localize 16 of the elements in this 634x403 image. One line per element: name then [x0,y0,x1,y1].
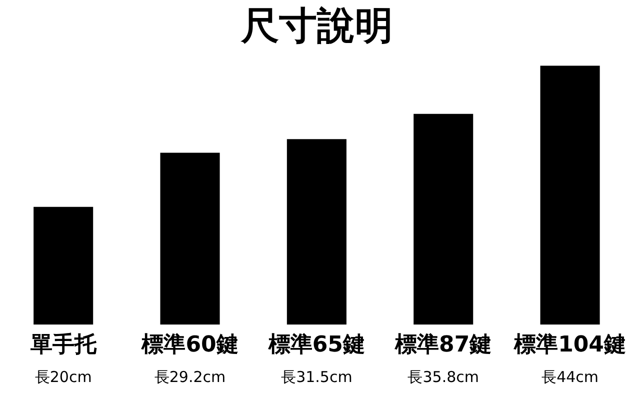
bar [414,114,474,325]
x-tick-label: 標準87鍵 [394,332,492,358]
x-tick-label: 標準60鍵 [140,332,238,358]
bar [540,66,600,325]
x-tick-label: 單手托 [29,332,98,358]
data-label: 長35.8cm [408,368,479,386]
bar [34,206,94,325]
bar [286,139,346,325]
data-label: 長44cm [542,368,599,386]
data-label: 長31.5cm [281,368,352,386]
x-tick-label: 標準65鍵 [267,332,365,358]
data-label: 長29.2cm [154,368,226,386]
x-tick-label: 標準104鍵 [513,332,626,358]
data-label: 長20cm [34,368,92,386]
bar [160,152,220,325]
chart-title: 尺寸說明 [240,4,393,48]
